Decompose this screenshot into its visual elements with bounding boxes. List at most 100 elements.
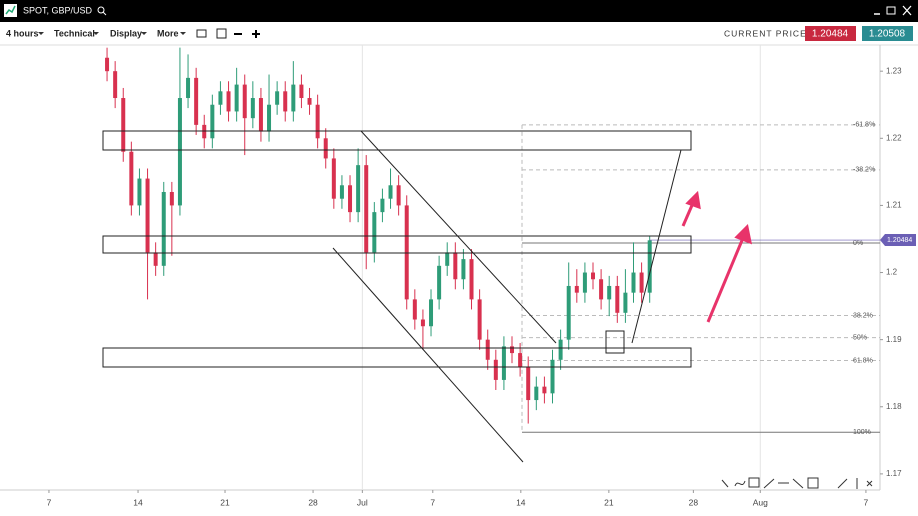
- candle-body: [161, 191, 166, 266]
- candle-body: [194, 77, 199, 125]
- arrow-head: [734, 223, 753, 245]
- x-tick-label: 21: [604, 497, 614, 507]
- fib-label: 38.2%: [853, 312, 873, 319]
- close-button[interactable]: [902, 5, 912, 16]
- candle-body: [412, 299, 417, 320]
- candle-body: [218, 91, 223, 105]
- y-tick-label: 1.22: [886, 133, 902, 142]
- tool-icon[interactable]: [721, 479, 729, 488]
- candle-body: [445, 252, 450, 266]
- candle-body: [631, 272, 636, 293]
- bid-box[interactable]: [805, 26, 856, 41]
- zone-rect: [102, 235, 692, 254]
- candle-body: [396, 185, 401, 206]
- candle-body: [356, 165, 361, 213]
- tool-icon[interactable]: [807, 477, 819, 489]
- candle-body: [582, 272, 587, 293]
- x-tick-label: 28: [308, 497, 318, 507]
- last-price-tag: [880, 234, 916, 247]
- fib-label: 100%: [853, 429, 871, 436]
- candle-body: [623, 292, 628, 313]
- candle-body: [542, 386, 547, 394]
- x-tick-label: 7: [864, 497, 869, 507]
- arrow-head: [685, 190, 701, 210]
- zone-rect: [102, 347, 692, 368]
- candle-body: [113, 71, 118, 99]
- candle-body: [437, 265, 442, 300]
- candle-body: [210, 104, 215, 139]
- candle-body: [493, 359, 498, 380]
- candle-body: [275, 91, 280, 105]
- app-icon-line: [5, 5, 16, 15]
- candle-body: [250, 98, 255, 119]
- y-tick-label: 1.21: [886, 201, 902, 210]
- tool-icon[interactable]: [734, 480, 746, 487]
- candle-body: [339, 185, 344, 199]
- candle-body: [372, 212, 377, 253]
- candle-body: [202, 124, 207, 139]
- candle-body: [267, 104, 272, 132]
- search-icon[interactable]: [97, 6, 105, 14]
- candle-body: [105, 57, 110, 72]
- x-tick-label: 14: [516, 497, 526, 507]
- title-bar: [0, 0, 918, 22]
- menu-item[interactable]: Technical: [54, 28, 95, 38]
- y-tick-label: 1.23: [886, 66, 902, 75]
- ask-box[interactable]: [862, 26, 913, 41]
- candle-body: [404, 205, 409, 300]
- tool-icon[interactable]: [866, 480, 873, 487]
- zoom-in[interactable]: [252, 30, 260, 38]
- candle-body: [226, 91, 231, 112]
- zone-rect: [605, 330, 625, 354]
- candle-body: [526, 366, 531, 401]
- x-tick-label: 28: [689, 497, 699, 507]
- candle-body: [647, 240, 652, 293]
- menu-item[interactable]: More: [157, 28, 179, 38]
- x-tick-label: 7: [47, 497, 52, 507]
- open-icon[interactable]: [196, 29, 207, 38]
- save-icon[interactable]: [216, 28, 227, 39]
- x-tick-label: 21: [220, 497, 230, 507]
- candle-body: [420, 319, 425, 327]
- arrow: [706, 237, 745, 323]
- arrow: [681, 202, 695, 227]
- candle-body: [550, 359, 555, 394]
- fib-label: 50%: [853, 334, 867, 341]
- candle-body: [566, 285, 571, 340]
- candle-body: [607, 285, 612, 300]
- tool-icon[interactable]: [748, 477, 760, 488]
- y-tick-label: 1.17: [886, 469, 902, 478]
- candle-body: [258, 98, 263, 132]
- drawings: [102, 130, 692, 463]
- candle-body: [129, 151, 134, 206]
- candle-body: [639, 272, 644, 293]
- caret: [93, 32, 99, 35]
- interval-menu[interactable]: 4 hours: [6, 28, 39, 38]
- candle-body: [534, 386, 539, 401]
- candle-body: [591, 272, 596, 280]
- candle-body: [299, 84, 304, 99]
- trend-line: [631, 149, 682, 344]
- tool-icon[interactable]: [837, 478, 848, 489]
- candle-body: [429, 299, 434, 327]
- candle-body: [477, 299, 482, 340]
- menu-item[interactable]: Display: [110, 28, 142, 38]
- plot-area: 1.17 1.18 1.19 1.2 1.21 1.22 1.23 7 14 21 28 Jul 7 14…: [0, 45, 916, 507]
- caret: [180, 32, 186, 35]
- candle-body: [364, 165, 369, 253]
- candle-body: [469, 259, 474, 300]
- candle-body: [307, 98, 312, 105]
- candle-body: [137, 178, 142, 206]
- y-tick-label: 1.2: [886, 268, 898, 277]
- candle-body: [145, 178, 150, 253]
- tool-icon[interactable]: [792, 478, 804, 489]
- candle-body: [599, 279, 604, 300]
- candle-body: [510, 346, 515, 354]
- tool-icon[interactable]: [763, 478, 775, 489]
- fib-label: 61.8%: [853, 357, 873, 364]
- candle-body: [558, 339, 563, 360]
- restore-button[interactable]: [886, 6, 896, 15]
- arrows: [681, 190, 753, 323]
- candle-body: [121, 98, 126, 152]
